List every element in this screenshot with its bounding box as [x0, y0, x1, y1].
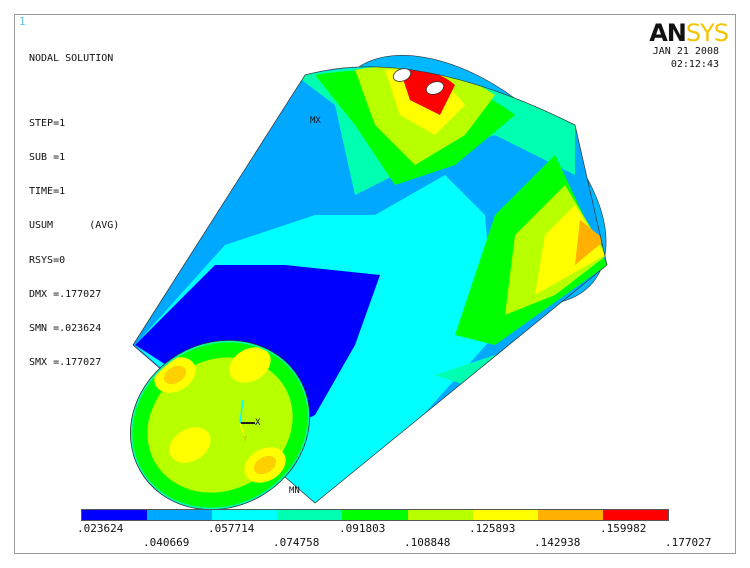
legend-value: .125893	[469, 522, 516, 535]
axis-y-label: Y	[243, 435, 248, 443]
graphics-window[interactable]: 1 NODAL SOLUTION STEP=1 SUB =1 TIME=1 US…	[14, 14, 736, 554]
info-line: SMX =.177027	[29, 357, 102, 369]
mx-label: MX	[310, 116, 321, 126]
info-line: STEP=1	[29, 117, 66, 129]
legend-value: .159982	[600, 522, 647, 535]
legend-value: .091803	[339, 522, 386, 535]
legend-swatch	[472, 510, 538, 520]
legend-value: .074758	[273, 536, 320, 549]
hole	[392, 68, 412, 82]
info-line: TIME=1	[29, 186, 66, 198]
window-number: 1	[19, 15, 26, 28]
legend-swatch	[277, 510, 343, 520]
legend-swatch	[407, 510, 473, 520]
legend-swatch	[212, 510, 278, 520]
info-line: SMN =.023624	[29, 323, 102, 335]
legend-swatch	[537, 510, 603, 520]
axis-x-label: X	[255, 418, 261, 428]
info-line: DMX =.177027	[29, 288, 102, 300]
cone-body	[133, 66, 607, 504]
info-line: USUM (AVG)	[29, 220, 120, 232]
info-line: SUB =1	[29, 152, 66, 164]
legend-value: .177027	[665, 536, 712, 549]
contour-legend	[81, 509, 669, 521]
timestamp: JAN 21 2008 02:12:43	[653, 45, 719, 71]
date-text: JAN 21 2008	[652, 46, 719, 57]
legend-value: .040669	[143, 536, 190, 549]
legend-swatch	[602, 510, 668, 520]
fea-model-view[interactable]: X Y MX MN	[15, 15, 736, 554]
ansys-logo: ANSYS	[649, 19, 729, 47]
coordinate-triad: X Y	[239, 399, 261, 443]
legend-swatch	[82, 510, 148, 520]
legend-value: .023624	[77, 522, 124, 535]
solution-info: NODAL SOLUTION STEP=1 SUB =1 TIME=1 USUM…	[29, 30, 119, 391]
info-line: RSYS=0	[29, 254, 66, 266]
legend-swatch	[147, 510, 213, 520]
time-text: 02:12:43	[670, 59, 719, 70]
mn-label: MN	[289, 486, 300, 496]
info-title: NODAL SOLUTION	[29, 52, 114, 64]
legend-value: .057714	[208, 522, 255, 535]
legend-swatch	[342, 510, 408, 520]
legend-value: .142938	[534, 536, 581, 549]
legend-value: .108848	[404, 536, 451, 549]
hole	[425, 81, 445, 95]
